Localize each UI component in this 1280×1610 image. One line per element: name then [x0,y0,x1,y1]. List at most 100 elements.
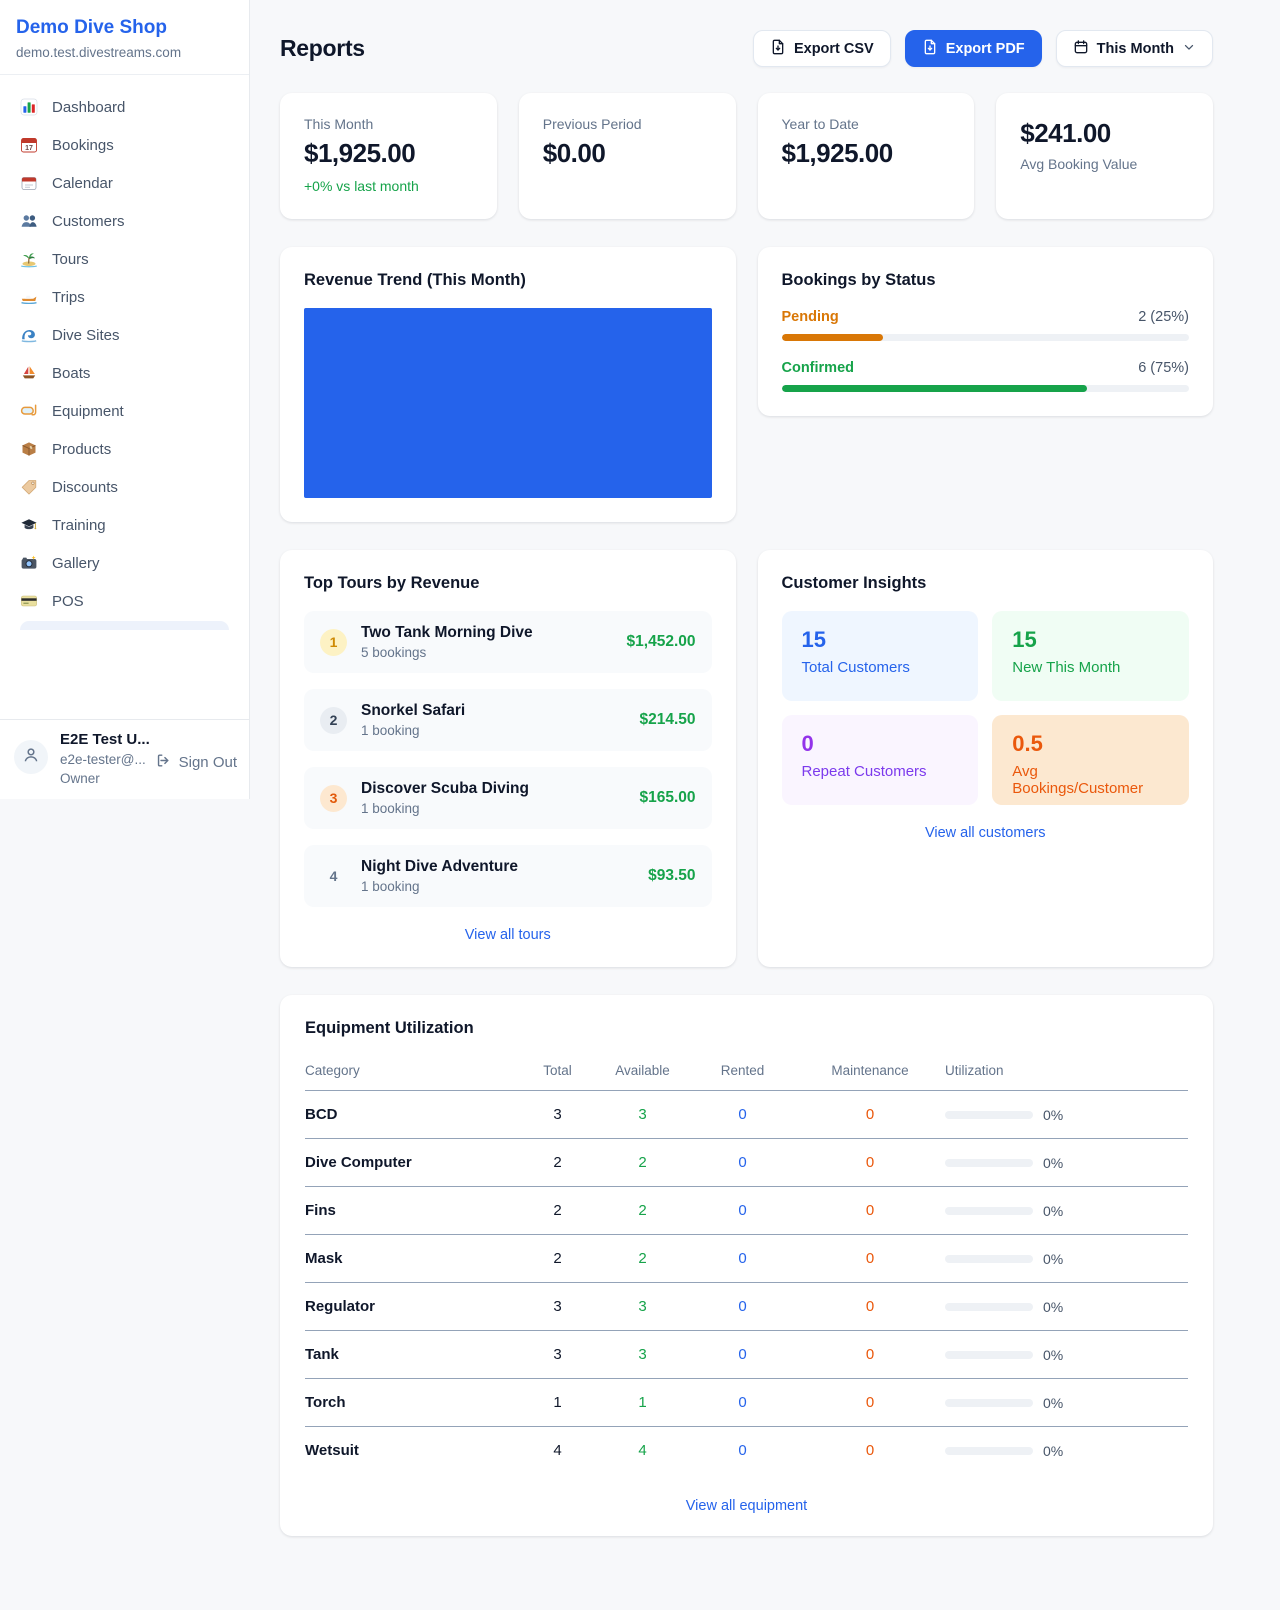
shop-name: Demo Dive Shop [16,17,167,38]
export-csv-button[interactable]: Export CSV [752,30,891,67]
cell-maintenance: 0 [795,1378,945,1427]
sidebar-header: Demo Dive Shop demo.test.divestreams.com [0,0,249,75]
sidebar-item-tours[interactable]: Tours [8,240,241,278]
cell-total: 2 [520,1138,595,1187]
cell-maintenance: 0 [795,1234,945,1283]
status-row-pending: Pending 2 (25%) [781,309,1189,341]
page-title: Reports [280,35,365,61]
svg-text:17: 17 [25,145,33,152]
cell-rented: 0 [690,1138,795,1187]
column-header-available: Available [595,1048,690,1091]
sidebar: Demo Dive Shop demo.test.divestreams.com… [0,0,250,799]
equipment-utilization-card: Equipment Utilization Category Total Ava… [280,995,1213,1536]
stat-card-avg-booking-value: $241.00 Avg Booking Value [996,93,1213,219]
calendar-icon [1073,39,1089,59]
table-row: BCD 3 3 0 0 0% [305,1090,1188,1139]
cell-available: 3 [595,1282,690,1331]
credit-card-icon [20,592,38,610]
cell-available: 1 [595,1378,690,1427]
sidebar-item-dashboard[interactable]: Dashboard [8,88,241,126]
file-download-icon [922,39,938,59]
utilization-percent: 0% [1043,1394,1064,1411]
customer-insights-card: Customer Insights 15 Total Customers 15 … [757,550,1213,967]
column-header-utilization: Utilization [945,1048,1188,1091]
sidebar-item-pos[interactable]: POS [8,582,241,620]
status-bar-track [781,385,1189,392]
cell-maintenance: 0 [795,1138,945,1187]
sidebar-item-boats[interactable]: Boats [8,354,241,392]
dive-mask-icon [20,402,38,420]
sailboat-icon [20,364,38,382]
sign-out-button[interactable]: Sign Out [155,752,237,773]
status-count: 2 (25%) [1138,309,1189,325]
sidebar-item-equipment[interactable]: Equipment [8,392,241,430]
period-dropdown[interactable]: This Month [1055,30,1213,67]
status-bar-fill [781,334,884,341]
sidebar-item-dive-sites[interactable]: Dive Sites [8,316,241,354]
package-icon [20,440,38,458]
stat-value: $1,925.00 [304,138,416,168]
sidebar-item-gallery[interactable]: Gallery [8,544,241,582]
utilization-bar [945,1350,1033,1359]
export-pdf-label: Export PDF [945,40,1025,57]
equipment-table: Category Total Available Rented Maintena… [305,1048,1188,1474]
utilization-cell: 0% [945,1107,1188,1123]
sidebar-item-customers[interactable]: Customers [8,202,241,240]
view-all-equipment-link[interactable]: View all equipment [685,1498,808,1514]
tours-list: 1 Two Tank Morning Dive 5 bookings $1,45… [304,611,712,907]
tour-name: Two Tank Morning Dive [361,624,533,641]
insight-tile-total-customers: 15 Total Customers [781,611,979,701]
utilization-cell: 0% [945,1251,1188,1267]
sidebar-item-active-partial[interactable] [20,621,229,630]
insight-label: Repeat Customers [801,763,927,780]
cell-maintenance: 0 [795,1330,945,1379]
export-pdf-button[interactable]: Export PDF [904,30,1042,67]
tear-off-calendar-icon [20,174,38,192]
cell-total: 2 [520,1234,595,1283]
sidebar-item-label: Calendar [52,174,113,192]
tour-amount: $165.00 [639,789,696,806]
sidebar-item-bookings[interactable]: 17 Bookings [8,126,241,164]
status-bar-fill [781,385,1088,392]
cell-rented: 0 [690,1282,795,1331]
sidebar-item-training[interactable]: Training [8,506,241,544]
view-all-customers-link[interactable]: View all customers [924,825,1046,841]
view-all-tours-link[interactable]: View all tours [464,927,551,943]
table-row: Regulator 3 3 0 0 0% [305,1282,1188,1331]
insight-label: Total Customers [801,659,910,676]
stat-label: Year to Date [781,116,859,132]
column-header-rented: Rented [690,1048,795,1091]
sidebar-item-label: Dashboard [52,98,126,116]
cell-category: Fins [305,1186,520,1235]
tour-amount: $93.50 [648,867,696,884]
stat-value: $1,925.00 [781,138,894,168]
utilization-bar [945,1398,1033,1407]
stat-value: $0.00 [542,138,606,168]
cell-maintenance: 0 [795,1090,945,1139]
sign-out-icon [155,752,172,773]
cell-total: 3 [520,1330,595,1379]
tour-bookings: 1 booking [361,879,420,894]
main-content: Reports Export CSV Export PDF This Month… [250,0,1280,1576]
insight-tile-avg-bookings: 0.5 Avg Bookings/Customer [992,715,1189,805]
sidebar-item-label: Equipment [52,402,124,420]
table-row: Fins 2 2 0 0 0% [305,1186,1188,1235]
sidebar-item-label: Customers [52,212,125,230]
cell-available: 3 [595,1090,690,1139]
user-email: e2e-tester@... [60,752,146,767]
tour-bookings: 1 booking [361,723,420,738]
insights-row: Top Tours by Revenue 1 Two Tank Morning … [280,550,1213,967]
sidebar-item-discounts[interactable]: Discounts [8,468,241,506]
cell-category: BCD [305,1090,520,1139]
sidebar-item-label: Bookings [52,136,114,154]
export-csv-label: Export CSV [793,40,874,57]
sidebar-item-calendar[interactable]: Calendar [8,164,241,202]
column-header-category: Category [305,1048,520,1091]
utilization-percent: 0% [1043,1202,1064,1219]
cell-category: Dive Computer [305,1138,520,1187]
sidebar-item-trips[interactable]: Trips [8,278,241,316]
sidebar-item-products[interactable]: Products [8,430,241,468]
file-download-icon [770,39,786,59]
period-label: This Month [1096,40,1174,57]
stat-card-previous-period: Previous Period $0.00 [518,93,736,219]
